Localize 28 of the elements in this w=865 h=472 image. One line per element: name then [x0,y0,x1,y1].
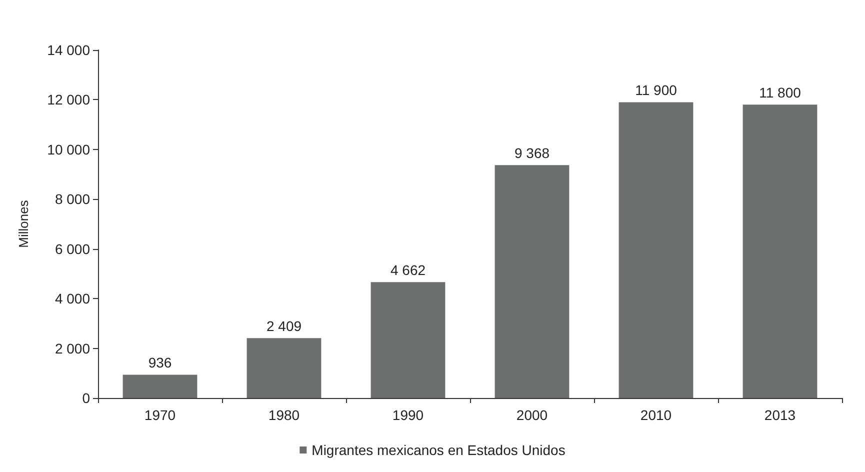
y-tick-label: 2 000 [54,340,90,356]
bar [370,282,446,398]
y-tick-label: 6 000 [54,240,90,257]
bar [122,374,198,398]
data-label: 11 800 [759,84,802,101]
bar [494,165,570,398]
y-tick-label: 4 000 [54,290,90,307]
x-tick-label: 2010 [640,407,672,423]
x-tick-label: 2000 [516,407,548,423]
data-label: 11 900 [635,82,678,98]
bar [742,104,818,398]
y-tick-label: 10 000 [47,141,90,158]
bar [246,338,322,398]
y-tick-label: 0 [82,390,90,406]
x-tick-label: 1990 [392,407,424,423]
data-label: 4 662 [390,262,426,278]
y-tick-label: 14 000 [47,42,90,58]
bar [618,102,694,398]
data-label: 936 [148,354,172,371]
y-tick-label: 12 000 [47,92,90,108]
x-tick-label: 1980 [268,407,300,423]
y-tick-label: 8 000 [54,191,90,208]
x-tick-label: 2013 [764,407,796,423]
data-label: 2 409 [266,318,302,334]
legend-label: Migrantes mexicanos en Estados Unidos [312,442,566,458]
x-tick-label: 1970 [144,407,176,423]
y-axis-title: Millones [16,200,31,248]
data-label: 9 368 [514,145,550,162]
